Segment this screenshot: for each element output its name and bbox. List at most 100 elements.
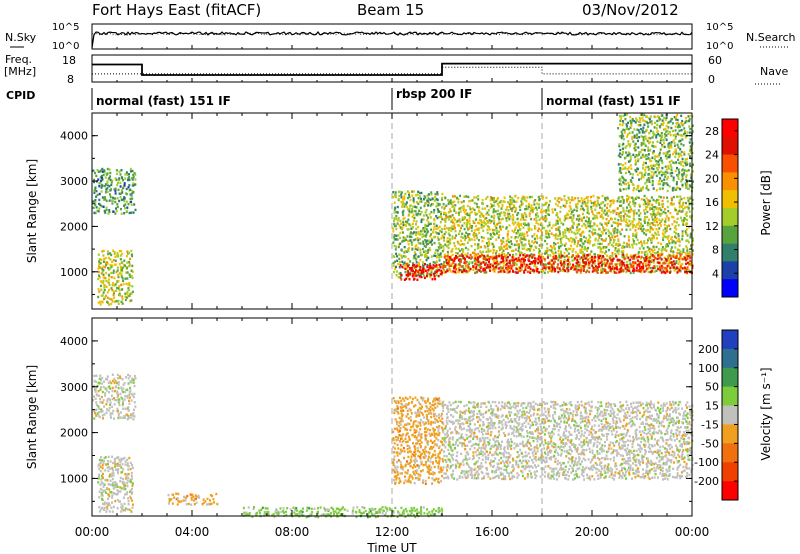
echo-cell: [563, 265, 565, 269]
echo-cell: [414, 271, 416, 274]
echo-cell: [652, 259, 655, 262]
echo-cell: [113, 188, 116, 191]
echo-cell: [676, 166, 678, 170]
echo-cell: [117, 456, 120, 459]
echo-cell: [400, 200, 403, 204]
echo-cell: [491, 235, 494, 239]
echo-cell: [573, 208, 576, 212]
echo-cell: [546, 231, 549, 235]
echo-cell: [634, 145, 637, 149]
echo-cell: [614, 227, 617, 230]
echo-cell: [447, 215, 450, 218]
echo-cell: [522, 258, 525, 261]
echo-cell: [204, 500, 207, 503]
echo-cell: [111, 386, 114, 390]
echo-cell: [633, 254, 636, 257]
echo-cell: [129, 478, 132, 482]
echo-cell: [435, 248, 437, 252]
echo-cell: [618, 152, 621, 155]
echo-cell: [104, 256, 107, 260]
echo-cell: [111, 405, 114, 408]
echo-cell: [478, 255, 481, 258]
echo-cell: [97, 405, 100, 408]
echo-cell: [647, 270, 650, 274]
echo-cell: [676, 248, 679, 251]
echo-cell: [534, 240, 537, 243]
echo-cell: [116, 492, 119, 495]
echo-cell: [618, 135, 621, 138]
echo-cell: [124, 477, 127, 480]
echo-cell: [108, 185, 111, 188]
echo-cell: [642, 247, 645, 250]
echo-cell: [416, 237, 419, 240]
echo-cell: [571, 210, 574, 213]
echo-cell: [504, 244, 507, 247]
echo-cell: [464, 259, 467, 262]
echo-cell: [554, 251, 557, 254]
echo-cell: [641, 129, 644, 132]
echo-cell: [528, 248, 531, 251]
echo-cell: [649, 115, 652, 118]
echo-cell: [439, 266, 442, 269]
echo-cell: [573, 238, 576, 241]
echo-cell: [108, 465, 110, 469]
echo-cell: [674, 144, 676, 147]
echo-cell: [106, 375, 109, 378]
echo-cell: [129, 467, 132, 471]
echo-cell: [408, 445, 411, 448]
echo-cell: [114, 460, 116, 463]
echo-cell: [105, 263, 108, 267]
echo-cell: [129, 386, 132, 390]
echo-cell: [404, 267, 407, 271]
echo-cell: [600, 260, 603, 263]
echo-cell: [432, 261, 435, 264]
echo-cell: [175, 497, 178, 501]
echo-cell: [556, 204, 559, 207]
echo-cell: [649, 118, 652, 121]
echo-cell: [668, 240, 670, 243]
echo-cell: [402, 231, 404, 234]
echo-cell: [651, 236, 654, 240]
echo-cell: [123, 199, 126, 203]
echo-cell: [538, 247, 540, 251]
echo-cell: [493, 200, 496, 204]
echo-cell: [542, 269, 545, 273]
echo-cell: [675, 260, 678, 263]
nsearch-label: N.Search: [746, 31, 796, 44]
echo-cell: [507, 261, 510, 265]
echo-cell: [493, 197, 495, 200]
echo-cell: [128, 282, 131, 285]
echo-cell: [101, 410, 104, 413]
echo-cell: [652, 234, 655, 238]
echo-cell: [533, 269, 536, 273]
echo-cell: [649, 159, 652, 163]
echo-cell: [417, 273, 420, 276]
echo-cell: [103, 483, 106, 486]
echo-cell: [685, 163, 687, 167]
echo-cell: [404, 396, 407, 399]
echo-cell: [115, 385, 118, 388]
echo-cell: [130, 381, 133, 384]
echo-cell: [420, 452, 423, 455]
echo-cell: [654, 115, 657, 119]
echo-cell: [402, 255, 405, 258]
echo-cell: [461, 269, 464, 272]
echo-cell: [648, 203, 651, 206]
echo-cell: [492, 266, 495, 269]
echo-cell: [506, 212, 509, 215]
echo-cell: [519, 232, 522, 235]
echo-cell: [576, 258, 579, 261]
echo-cell: [661, 145, 664, 148]
echo-cell: [477, 252, 480, 256]
echo-cell: [131, 191, 134, 195]
echo-cell: [511, 262, 514, 265]
echo-cell: [483, 217, 486, 221]
echo-cell: [419, 455, 422, 459]
echo-cell: [669, 163, 672, 166]
echo-cell: [559, 206, 562, 209]
echo-cell: [424, 196, 427, 199]
echo-cell: [618, 243, 621, 246]
echo-cell: [456, 240, 459, 244]
echo-cell: [549, 267, 552, 270]
echo-cell: [684, 230, 687, 233]
